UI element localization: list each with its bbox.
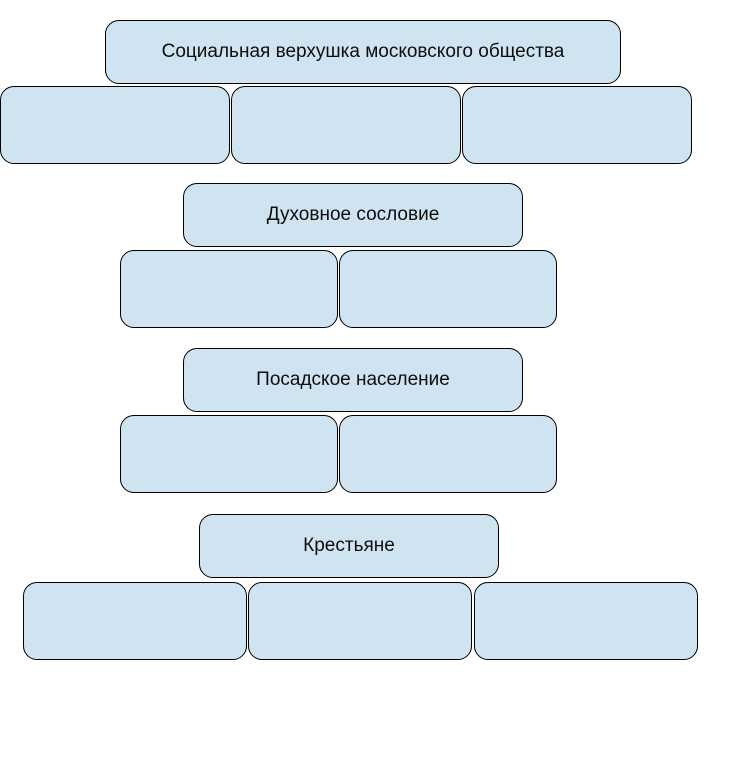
block-row2-b (231, 86, 461, 164)
block-row6-b (339, 415, 557, 493)
block-label: Социальная верхушка московского общества (162, 41, 565, 64)
hierarchy-diagram: Социальная верхушка московского общества… (0, 0, 742, 759)
block-label: Крестьяне (303, 535, 395, 558)
block-title-3: Посадское население (183, 348, 523, 412)
block-row4-b (339, 250, 557, 328)
block-row2-a (0, 86, 230, 164)
block-row8-a (23, 582, 247, 660)
block-title-2: Духовное сословие (183, 183, 523, 247)
block-label: Посадское население (256, 369, 450, 392)
block-row4-a (120, 250, 338, 328)
block-row8-b (248, 582, 472, 660)
block-row2-c (462, 86, 692, 164)
block-row8-c (474, 582, 698, 660)
block-title-4: Крестьяне (199, 514, 499, 578)
block-row6-a (120, 415, 338, 493)
block-label: Духовное сословие (267, 204, 440, 227)
block-title-1: Социальная верхушка московского общества (105, 20, 621, 84)
